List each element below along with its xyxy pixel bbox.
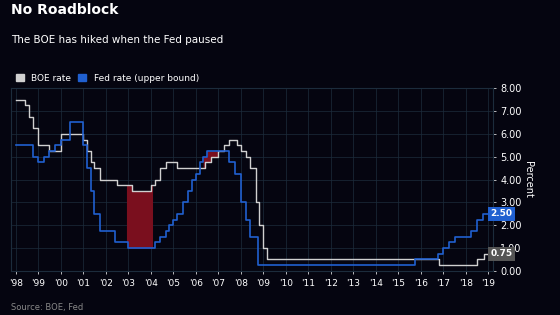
Text: 0.75: 0.75 <box>491 249 512 258</box>
Text: The BOE has hiked when the Fed paused: The BOE has hiked when the Fed paused <box>11 35 223 45</box>
Legend: BOE rate, Fed rate (upper bound): BOE rate, Fed rate (upper bound) <box>16 74 199 83</box>
Text: Source: BOE, Fed: Source: BOE, Fed <box>11 303 83 312</box>
Y-axis label: Percent: Percent <box>523 161 533 198</box>
Text: No Roadblock: No Roadblock <box>11 3 119 17</box>
Text: 2.50: 2.50 <box>491 209 512 218</box>
